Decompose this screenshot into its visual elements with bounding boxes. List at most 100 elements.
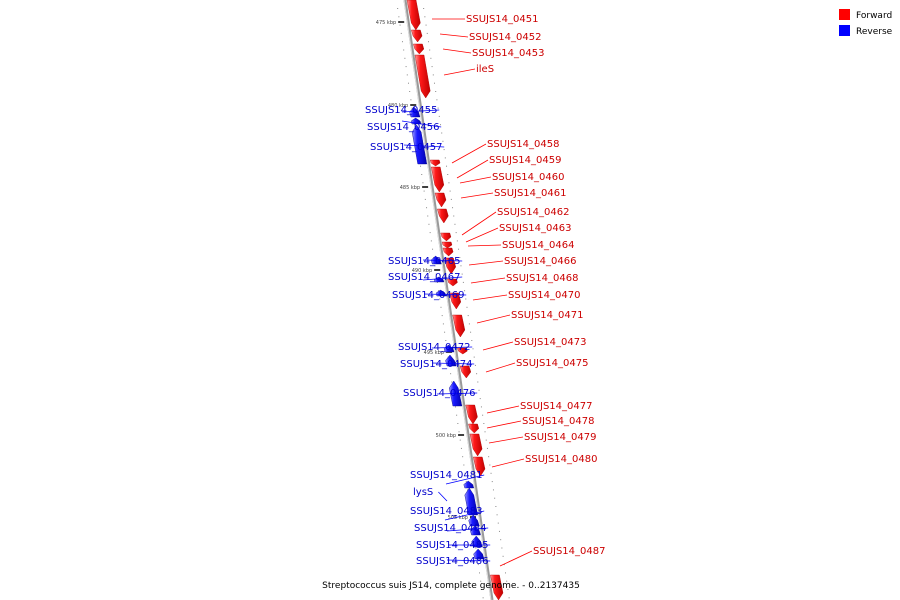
gene-arrow[interactable] — [473, 548, 485, 560]
gene-arrow[interactable] — [441, 241, 453, 249]
minor-tick-dot — [462, 456, 464, 458]
gene-label[interactable]: SSUJS14_0487 — [533, 546, 606, 557]
gene-arrow[interactable] — [434, 192, 447, 208]
gene-arrow[interactable] — [463, 480, 475, 489]
gene-label[interactable]: SSUJS14_0457 — [370, 142, 443, 153]
minor-tick-dot — [439, 298, 441, 300]
gene-label[interactable]: SSUJS14_0453 — [472, 48, 545, 59]
gene-arrow[interactable] — [459, 365, 472, 379]
gene-label[interactable]: ileS — [476, 64, 494, 75]
gene-arrow[interactable] — [470, 525, 481, 536]
gene-arrow[interactable] — [414, 54, 431, 99]
gene-arrow[interactable] — [430, 166, 445, 193]
gene-label[interactable]: SSUJS14_0459 — [489, 155, 562, 166]
gene-label[interactable]: SSUJS14_0461 — [494, 188, 567, 199]
scale-tick-label: 505 kbp — [448, 515, 468, 521]
gene-label[interactable]: SSUJS14_0458 — [487, 139, 560, 150]
minor-tick-dot — [463, 464, 465, 466]
minor-tick-dot — [431, 66, 433, 68]
minor-tick-dot — [490, 472, 492, 474]
gene-label[interactable]: SSUJS14_0462 — [497, 207, 570, 218]
gene-arrow[interactable] — [437, 208, 449, 224]
gene-label[interactable]: SSUJS14_0467 — [388, 272, 461, 283]
gene-label[interactable]: SSUJS14_0468 — [506, 273, 579, 284]
gene-arrow[interactable] — [429, 159, 441, 167]
minor-tick-dot — [454, 223, 456, 225]
gene-label[interactable]: SSUJS14_0451 — [466, 14, 539, 25]
gene-label[interactable]: SSUJS14_0456 — [367, 122, 440, 133]
minor-tick-dot — [443, 149, 445, 151]
gene-label[interactable]: SSUJS14_0472 — [398, 342, 471, 353]
gene-label[interactable]: SSUJS14_0471 — [511, 310, 584, 321]
gene-label[interactable]: SSUJS14_0475 — [516, 358, 589, 369]
minor-tick-dot — [468, 323, 470, 325]
gene-label[interactable]: SSUJS14_0452 — [469, 32, 542, 43]
minor-tick-dot — [501, 547, 503, 549]
gene-leader-line — [459, 176, 492, 184]
gene-label[interactable]: SSUJS14_0478 — [522, 416, 595, 427]
gene-label[interactable]: SSUJS14_0463 — [499, 223, 572, 234]
minor-tick-dot — [486, 447, 488, 449]
minor-tick-dot — [460, 265, 462, 267]
gene-label[interactable]: SSUJS14_0486 — [416, 556, 489, 567]
minor-tick-dot — [421, 174, 423, 175]
legend-forward-label: Forward — [856, 11, 892, 21]
gene-arrow[interactable] — [452, 314, 466, 338]
gene-leader-line — [401, 120, 442, 128]
gene-arrow[interactable] — [411, 124, 428, 165]
gene-label[interactable]: SSUJS14_0484 — [414, 523, 487, 534]
gene-arrow[interactable] — [406, 0, 421, 31]
gene-label[interactable]: SSUJS14_0469 — [392, 290, 465, 301]
gene-arrow[interactable] — [465, 404, 478, 425]
gene-leader-line — [468, 260, 504, 266]
minor-tick-dot — [441, 315, 443, 317]
scale-tick-label: 495 kbp — [424, 350, 444, 356]
gene-arrow[interactable] — [440, 232, 452, 242]
gene-arrow[interactable] — [469, 433, 483, 457]
minor-tick-dot — [466, 306, 468, 308]
gene-arrow[interactable] — [444, 257, 456, 275]
minor-tick-dot — [483, 423, 485, 424]
gene-label[interactable]: SSUJS14_0470 — [508, 290, 581, 301]
minor-tick-dot — [425, 24, 427, 26]
gene-arrow[interactable] — [473, 456, 486, 477]
minor-tick-dot — [442, 140, 444, 142]
gene-label[interactable]: SSUJS14_0474 — [400, 359, 473, 370]
gene-leader-line — [470, 277, 506, 284]
gene-label[interactable]: SSUJS14_0466 — [504, 256, 577, 267]
gene-label[interactable]: SSUJS14_0465 — [388, 256, 461, 267]
gene-label[interactable]: SSUJS14_0460 — [492, 172, 565, 183]
gene-arrow[interactable] — [447, 278, 458, 287]
genome-backbone — [403, 0, 494, 600]
gene-label[interactable]: SSUJS14_0485 — [416, 540, 489, 551]
gene-label[interactable]: SSUJS14_0476 — [403, 388, 476, 399]
gene-label[interactable]: lysS — [413, 487, 433, 498]
gene-leader-line — [488, 436, 524, 444]
gene-arrow[interactable] — [457, 347, 468, 355]
gene-label[interactable]: SSUJS14_0480 — [525, 454, 598, 465]
gene-arrow[interactable] — [471, 535, 483, 548]
minor-tick-dot — [432, 74, 434, 76]
gene-label[interactable]: SSUJS14_0483 — [410, 506, 483, 517]
gene-label[interactable]: SSUJS14_0464 — [502, 240, 575, 251]
gene-label[interactable]: SSUJS14_0455 — [365, 105, 438, 116]
gene-arrow[interactable] — [449, 292, 462, 310]
gene-arrow[interactable] — [442, 247, 454, 257]
minor-tick-dot — [495, 506, 497, 507]
gene-leader-line — [422, 259, 463, 262]
gene-arrow[interactable] — [413, 43, 425, 55]
minor-tick-dot — [429, 49, 431, 51]
gene-arrow[interactable] — [490, 574, 504, 600]
minor-tick-dot — [442, 323, 444, 325]
gene-arrow[interactable] — [411, 29, 423, 43]
minor-tick-dot — [494, 497, 496, 499]
gene-label[interactable]: SSUJS14_0477 — [520, 401, 593, 412]
gene-label[interactable]: SSUJS14_0473 — [514, 337, 587, 348]
gene-leader-line — [499, 550, 533, 567]
gene-label[interactable]: SSUJS14_0481 — [410, 470, 483, 481]
gene-arrow[interactable] — [468, 423, 480, 434]
minor-tick-dot — [409, 91, 411, 92]
minor-tick-dot — [426, 32, 428, 34]
gene-label[interactable]: SSUJS14_0479 — [524, 432, 597, 443]
minor-tick-dot — [432, 248, 434, 250]
